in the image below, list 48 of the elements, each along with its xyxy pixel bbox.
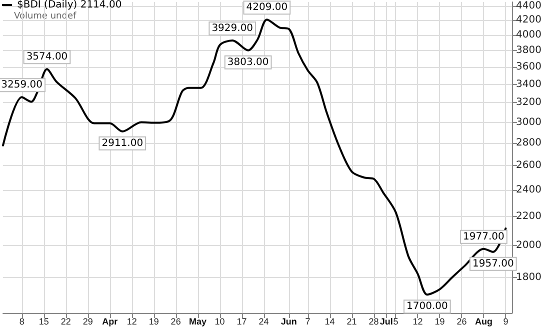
data-label: 4209.00 bbox=[246, 2, 288, 14]
y-tick-label: 4400 bbox=[516, 0, 542, 12]
y-tick-label: 2000 bbox=[516, 240, 542, 251]
x-tick-label: 19 bbox=[148, 316, 159, 326]
y-tick-label: 3000 bbox=[516, 116, 542, 128]
y-tick-label: 2800 bbox=[516, 138, 542, 149]
x-tick-label: 14 bbox=[324, 316, 335, 326]
y-tick-label: 2400 bbox=[516, 184, 542, 196]
x-tick-label: 26 bbox=[456, 316, 467, 326]
x-tick-label: 8 bbox=[19, 316, 24, 326]
y-tick-label: 4000 bbox=[516, 30, 542, 41]
y-tick-label: 1800 bbox=[516, 272, 542, 283]
data-label: 2911.00 bbox=[102, 138, 144, 149]
data-label: 3574.00 bbox=[26, 52, 68, 63]
x-tick-label: 12 bbox=[126, 316, 137, 326]
data-label: 3929.00 bbox=[212, 22, 254, 34]
x-tick-label: Jun bbox=[280, 316, 297, 326]
x-tick-label: 29 bbox=[82, 316, 93, 326]
x-tick-label: May bbox=[189, 316, 207, 326]
x-tick-label: 24 bbox=[258, 316, 269, 326]
x-tick-label: 22 bbox=[60, 316, 71, 326]
x-tick-label: 17 bbox=[236, 316, 247, 326]
y-tick-label: 3800 bbox=[516, 45, 542, 56]
data-label: 1977.00 bbox=[463, 231, 504, 242]
data-label: 3803.00 bbox=[227, 56, 269, 68]
y-tick-label: 3400 bbox=[516, 78, 542, 90]
x-tick-label: 9 bbox=[503, 316, 508, 326]
data-label: 1700.00 bbox=[406, 301, 448, 312]
x-tick-label: 19 bbox=[434, 316, 445, 326]
x-tick-label: Aug bbox=[474, 316, 492, 326]
x-tick-label: 15 bbox=[38, 316, 49, 326]
data-label: 3259.00 bbox=[1, 80, 43, 91]
x-tick-label: 5 bbox=[393, 316, 398, 326]
x-tick-label: Apr bbox=[102, 316, 118, 326]
y-tick-label: 2600 bbox=[516, 160, 542, 172]
x-tick-label: 12 bbox=[412, 316, 423, 326]
y-tick-label: 3600 bbox=[516, 61, 542, 72]
data-label: 1957.00 bbox=[472, 258, 514, 270]
x-tick-label: 28 bbox=[368, 316, 379, 326]
legend-label: $BDI (Daily) 2114.00 bbox=[17, 0, 122, 10]
x-tick-label: 10 bbox=[214, 316, 225, 326]
x-tick-label: Jul bbox=[380, 316, 393, 326]
x-tick-label: 26 bbox=[170, 316, 181, 326]
x-tick-label: 21 bbox=[346, 316, 357, 326]
y-tick-label: 4200 bbox=[516, 14, 542, 26]
x-tick-label: 7 bbox=[305, 316, 310, 326]
y-tick-label: 2200 bbox=[516, 210, 542, 222]
y-tick-label: 3200 bbox=[516, 97, 542, 108]
